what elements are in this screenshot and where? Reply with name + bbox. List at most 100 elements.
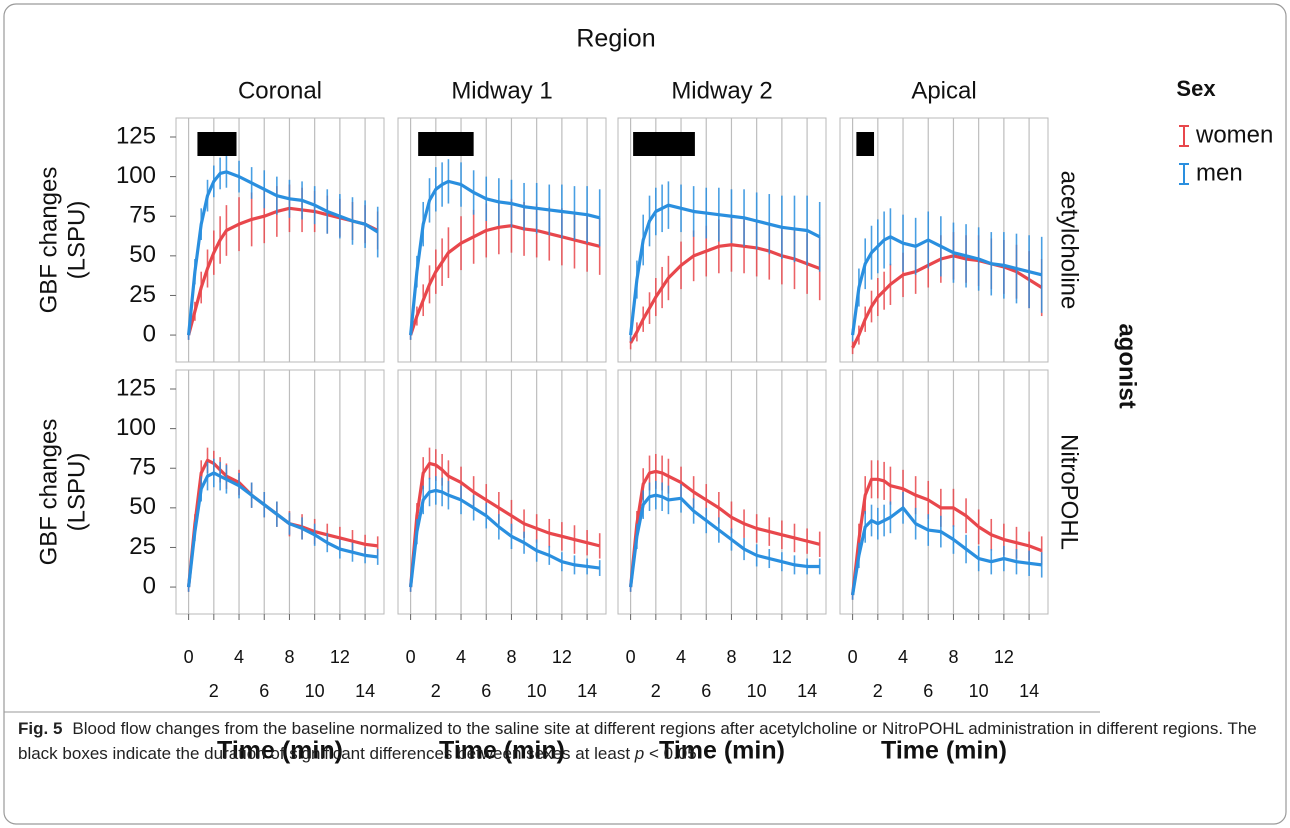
x-tick-label: 4	[234, 647, 244, 667]
y-tick-label: 100	[116, 162, 156, 189]
panel-frame	[397, 369, 607, 615]
x-tick-label: 12	[552, 647, 572, 667]
y-tick-label: 125	[116, 374, 156, 401]
x-tick-label: 2	[873, 681, 883, 701]
series-line	[851, 235, 1043, 336]
caption-text: < 0.05	[644, 744, 697, 763]
row-label: NitroPOHL	[1056, 434, 1083, 550]
y-tick-label: 125	[116, 122, 156, 149]
x-tick-label: 0	[848, 647, 858, 667]
x-axis-label: Time (min)	[439, 737, 565, 765]
series-line	[409, 224, 601, 336]
x-tick-label: 0	[406, 647, 416, 667]
series-line	[629, 203, 821, 336]
x-tick-label: 10	[305, 681, 325, 701]
significance-box	[197, 132, 237, 156]
caption-text: p	[634, 744, 645, 763]
y-tick-label: 75	[129, 202, 156, 229]
series-line	[629, 469, 821, 588]
panel-frame	[617, 117, 827, 363]
y-axis-label: (LSPU)	[63, 453, 90, 532]
x-tick-label: 10	[747, 681, 767, 701]
x-tick-label: 2	[209, 681, 219, 701]
x-tick-label: 12	[772, 647, 792, 667]
x-tick-label: 10	[527, 681, 547, 701]
series-line	[851, 477, 1043, 596]
y-tick-label: 100	[116, 414, 156, 441]
x-tick-label: 6	[923, 681, 933, 701]
panel-frame	[175, 117, 385, 363]
x-tick-label: 12	[994, 647, 1014, 667]
x-axis-label: Time (min)	[217, 737, 343, 765]
legend-title: Sex	[1176, 76, 1216, 101]
x-tick-label: 4	[676, 647, 686, 667]
series-line	[851, 254, 1043, 349]
chart-title: Region	[576, 25, 655, 53]
x-tick-label: 0	[184, 647, 194, 667]
x-axis-label: Time (min)	[881, 737, 1007, 765]
y-tick-label: 50	[129, 241, 156, 268]
y-tick-label: 0	[143, 572, 156, 599]
x-tick-label: 6	[701, 681, 711, 701]
panel-frame	[617, 369, 827, 615]
y-tick-label: 25	[129, 281, 156, 308]
x-tick-label: 14	[577, 681, 597, 701]
significance-box	[856, 132, 875, 156]
series-line	[409, 461, 601, 588]
y-axis-label: GBF changes	[35, 419, 62, 566]
x-tick-label: 2	[651, 681, 661, 701]
series-line	[629, 243, 821, 344]
x-tick-label: 8	[506, 647, 516, 667]
series-line	[187, 458, 378, 588]
x-tick-label: 6	[259, 681, 269, 701]
panel-frame	[175, 369, 385, 615]
legend-marker	[1179, 125, 1189, 147]
x-tick-label: 14	[1019, 681, 1039, 701]
x-tick-label: 0	[626, 647, 636, 667]
y-axis-label: GBF changes	[35, 167, 62, 314]
series-line	[187, 206, 379, 336]
legend-marker	[1179, 163, 1189, 185]
series-line	[851, 506, 1042, 596]
y-tick-label: 25	[129, 533, 156, 560]
x-tick-label: 10	[969, 681, 989, 701]
y-axis-label: (LSPU)	[63, 201, 90, 280]
panel-frame	[839, 117, 1049, 363]
x-tick-label: 8	[284, 647, 294, 667]
frame	[3, 3, 1287, 825]
column-label: Coronal	[238, 77, 322, 104]
panel-frame	[397, 117, 607, 363]
x-tick-label: 14	[797, 681, 817, 701]
series-line	[187, 170, 379, 336]
series-line	[187, 471, 378, 588]
column-label: Midway 2	[671, 77, 772, 104]
x-tick-label: 14	[355, 681, 375, 701]
panel-frame	[839, 369, 1049, 615]
y-tick-label: 75	[129, 454, 156, 481]
y-tick-label: 50	[129, 493, 156, 520]
y-tick-label: 0	[143, 320, 156, 347]
x-tick-label: 8	[948, 647, 958, 667]
x-tick-label: 8	[726, 647, 736, 667]
x-tick-label: 2	[431, 681, 441, 701]
series-line	[409, 179, 601, 336]
x-tick-label: 4	[898, 647, 908, 667]
x-tick-label: 6	[481, 681, 491, 701]
series-line	[409, 488, 600, 588]
legend-label: women	[1195, 121, 1273, 148]
caption-label: Fig. 5	[18, 719, 63, 738]
column-label: Apical	[911, 77, 976, 104]
row-title: agonist	[1114, 323, 1141, 408]
significance-box	[418, 132, 474, 156]
x-axis-label: Time (min)	[659, 737, 785, 765]
caption-text: Blood flow changes from the baseline nor…	[18, 719, 1257, 763]
x-tick-label: 4	[456, 647, 466, 667]
column-label: Midway 1	[451, 77, 552, 104]
series-line	[629, 493, 820, 588]
x-tick-label: 12	[330, 647, 350, 667]
legend-label: men	[1196, 159, 1243, 186]
significance-box	[633, 132, 695, 156]
row-label: acetylcholine	[1056, 171, 1083, 310]
